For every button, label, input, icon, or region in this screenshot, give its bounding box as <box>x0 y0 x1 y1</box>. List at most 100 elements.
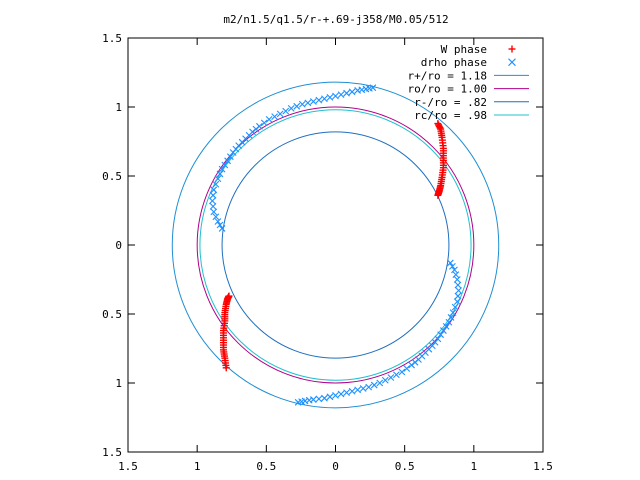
drho-phase-point <box>408 361 415 369</box>
drho-phase-point <box>369 84 377 92</box>
drho-phase-point <box>451 266 458 274</box>
drho-phase-point <box>354 386 362 394</box>
drho-phase-point <box>332 92 339 100</box>
drho-phase-point <box>348 387 356 395</box>
legend-label: W phase <box>441 43 487 56</box>
drho-phase-point <box>321 95 328 103</box>
drho-phase-point <box>224 157 231 165</box>
drho-phase-point <box>392 371 400 379</box>
legend-label: drho phase <box>421 56 487 69</box>
x-tick-label: 0.5 <box>395 460 415 473</box>
drho-phase-point <box>343 89 350 97</box>
y-tick-label: 1.5 <box>102 446 122 459</box>
drho-phase-point <box>365 383 373 391</box>
w-phase-point <box>225 292 233 300</box>
drho-phase-point <box>442 323 450 330</box>
drho-phase-point <box>282 107 290 115</box>
drho-phase-point <box>210 186 218 194</box>
drho-phase-point <box>446 259 454 267</box>
phase-points <box>208 84 463 406</box>
drho-phase-point <box>304 99 312 107</box>
chart-title: m2/n1.5/q1.5/r-+.69-j358/M0.05/512 <box>223 13 448 26</box>
drho-phase-point <box>216 170 224 178</box>
drho-phase-point <box>298 100 306 108</box>
drho-phase-point <box>445 318 453 326</box>
drho-phase-point <box>337 390 345 398</box>
x-tick-label: 0.5 <box>256 460 276 473</box>
drho-phase-point <box>453 276 461 283</box>
drho-phase-point <box>214 218 222 225</box>
drho-phase-point <box>376 379 384 387</box>
drho-phase-point <box>212 180 220 188</box>
drho-phase-point <box>214 175 222 183</box>
y-tick-label: 0.5 <box>102 308 122 321</box>
drho-phase-point <box>226 153 234 161</box>
drho-phase-point <box>437 331 445 339</box>
drho-phase-point <box>321 394 328 402</box>
x-tick-labels: 1.5 1 0.5 0 0.5 1 1.5 <box>118 460 553 473</box>
radius-circles <box>171 81 500 409</box>
circle-0-98 <box>199 109 472 381</box>
y-tick-label: 0.5 <box>102 170 122 183</box>
drho-phase-point <box>293 102 301 110</box>
drho-phase-point <box>216 221 224 229</box>
x-tick-label: 0 <box>332 460 339 473</box>
legend-swatch <box>508 58 516 67</box>
drho-phase-point <box>326 393 334 401</box>
drho-phase-point <box>398 368 406 376</box>
drho-phase-point <box>449 263 456 270</box>
drho-phase-point <box>309 98 317 105</box>
drho-phase-point <box>208 197 216 205</box>
w-phase-point <box>434 191 442 199</box>
drho-phase-point <box>294 398 302 406</box>
y-tick-labels: 1.5 1 0.5 0 0.5 1 1.5 <box>102 32 122 459</box>
drho-phase-point <box>387 374 395 381</box>
drho-phase-point <box>212 213 220 221</box>
drho-phase-point <box>287 104 295 112</box>
drho-phase-point <box>209 202 217 210</box>
drho-phase-point <box>315 96 323 104</box>
legend-swatch <box>508 45 516 53</box>
drho-phase-point <box>348 88 356 96</box>
legend-label: rc/ro = .98 <box>414 109 487 122</box>
drho-phase-point <box>276 110 284 118</box>
y-tick-label: 0 <box>115 239 122 252</box>
circle-0-82 <box>221 131 450 359</box>
drho-phase-point <box>343 389 350 397</box>
drho-phase-point <box>440 327 447 334</box>
circle-1-18 <box>171 81 500 409</box>
axis-ticks <box>127 37 544 453</box>
drho-phase-point <box>453 298 461 305</box>
drho-phase-point <box>260 119 268 127</box>
drho-phase-point <box>326 93 334 101</box>
x-tick-label: 1.5 <box>533 460 553 473</box>
y-tick-label: 1 <box>115 101 122 114</box>
drho-phase-point <box>210 208 218 216</box>
drho-phase-point <box>454 292 462 300</box>
drho-phase-point <box>455 287 463 294</box>
y-tick-label: 1.5 <box>102 32 122 45</box>
drho-phase-point <box>315 395 323 403</box>
circle-1 <box>196 106 475 384</box>
drho-phase-point <box>359 385 367 392</box>
drho-phase-point <box>452 271 460 279</box>
drho-phase-point <box>403 365 411 372</box>
drho-phase-point <box>271 113 279 121</box>
drho-phase-point <box>454 281 462 289</box>
x-tick-label: 1 <box>194 460 201 473</box>
drho-phase-point <box>370 381 378 389</box>
drho-phase-point <box>447 314 455 321</box>
drho-phase-point <box>451 303 459 311</box>
drho-phase-point <box>209 191 217 199</box>
drho-phase-point <box>337 91 345 98</box>
x-tick-label: 1 <box>471 460 478 473</box>
drho-phase-point <box>218 225 226 232</box>
legend-label: r+/ro = 1.18 <box>408 69 487 82</box>
drho-phase-point <box>381 376 389 384</box>
legend-label: ro/ro = 1.00 <box>408 83 487 96</box>
x-tick-label: 1.5 <box>118 460 138 473</box>
y-tick-label: 1 <box>115 377 122 390</box>
legend-label: r-/ro = .82 <box>414 96 487 109</box>
